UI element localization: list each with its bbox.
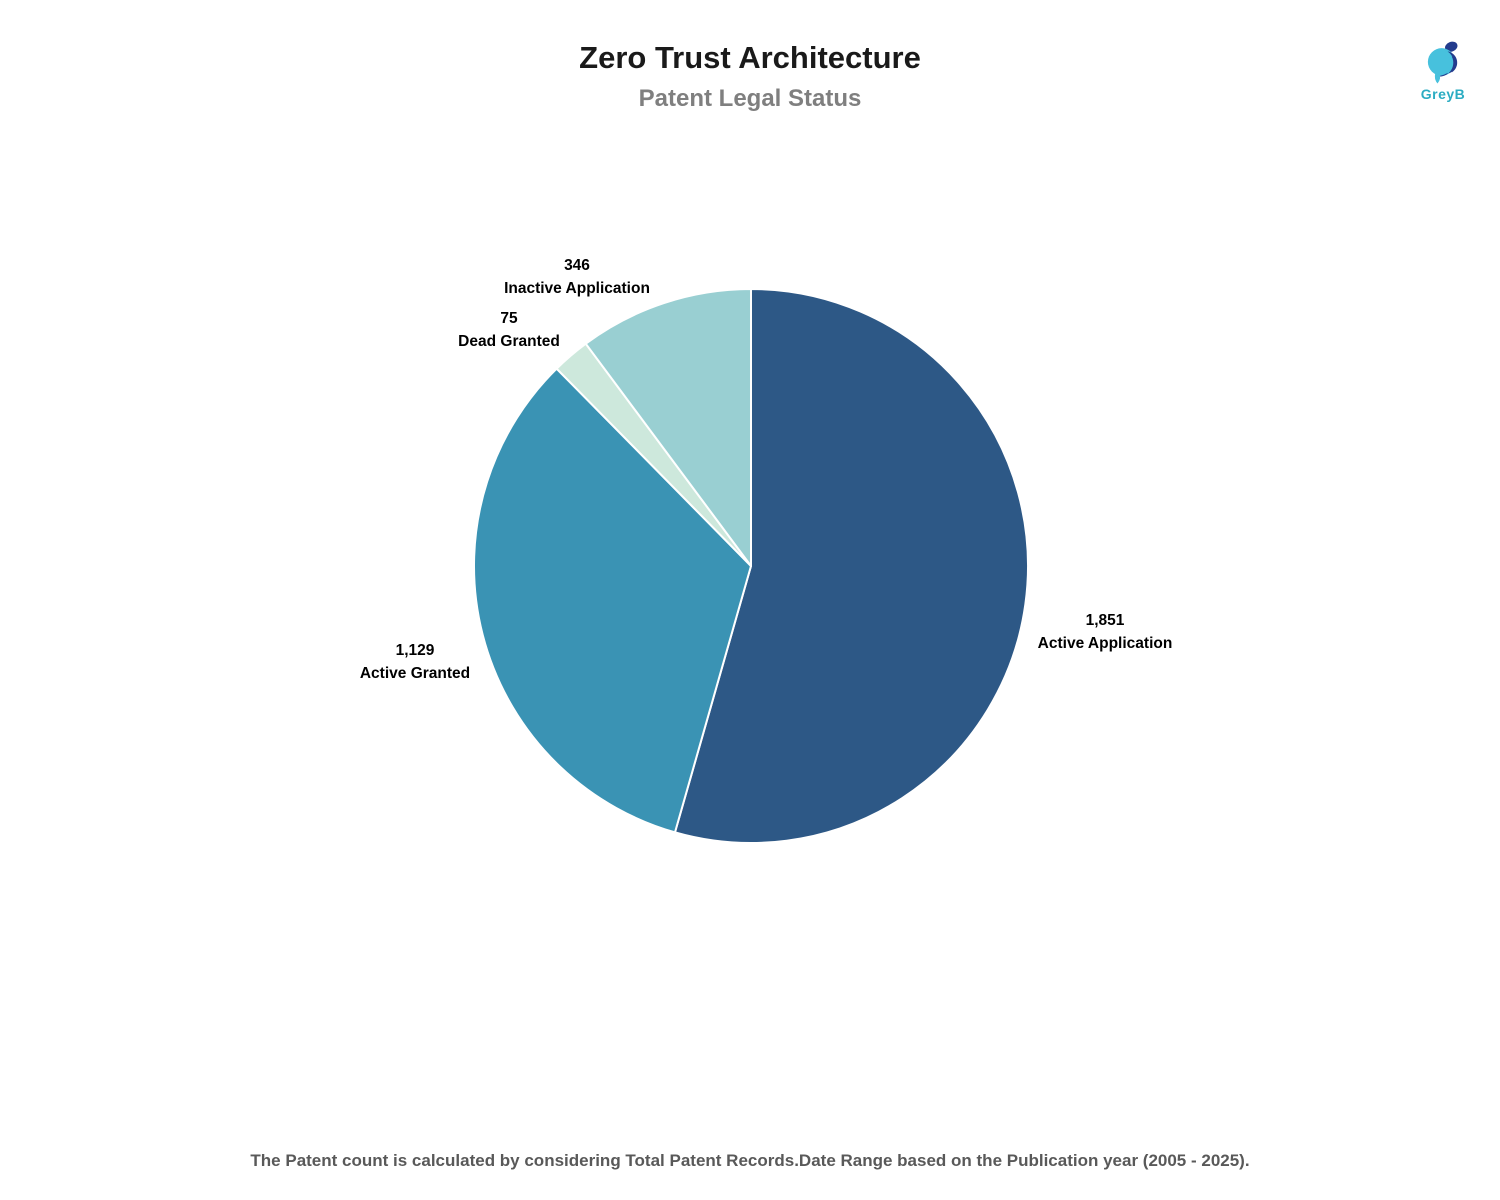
pie-label-inactive-application: 346 Inactive Application — [504, 254, 650, 300]
pie-label-value: 1,851 — [1085, 612, 1125, 629]
page-title: Zero Trust Architecture — [579, 40, 921, 75]
pie-label-active-application: 1,851 Active Application — [1038, 609, 1173, 655]
pie-slice-active-application — [673, 288, 1029, 844]
pie-label-value: 346 — [564, 257, 590, 274]
pie-label-dead-granted: 75 Dead Granted — [458, 307, 560, 353]
pie-label-category: Active Application — [1037, 635, 1173, 652]
pie-chart — [472, 288, 1029, 844]
greyb-logo: GreyB — [1408, 38, 1478, 102]
pie-label-active-granted: 1,129 Active Granted — [360, 639, 470, 685]
greyb-bird-icon — [1427, 41, 1458, 84]
pie-label-value: 75 — [500, 310, 518, 327]
pie-slice-active-granted — [472, 367, 752, 834]
pie-label-value: 1,129 — [395, 642, 435, 659]
page-subtitle: Patent Legal Status — [638, 85, 862, 112]
pie-label-category: Active Granted — [359, 665, 471, 682]
pie-label-category: Inactive Application — [504, 280, 650, 297]
pie-slice-inactive-application — [584, 288, 752, 567]
greyb-logo-text: GreyB — [1420, 86, 1466, 102]
pie-label-category: Dead Granted — [458, 333, 560, 350]
footer-note: The Patent count is calculated by consid… — [250, 1151, 1250, 1170]
